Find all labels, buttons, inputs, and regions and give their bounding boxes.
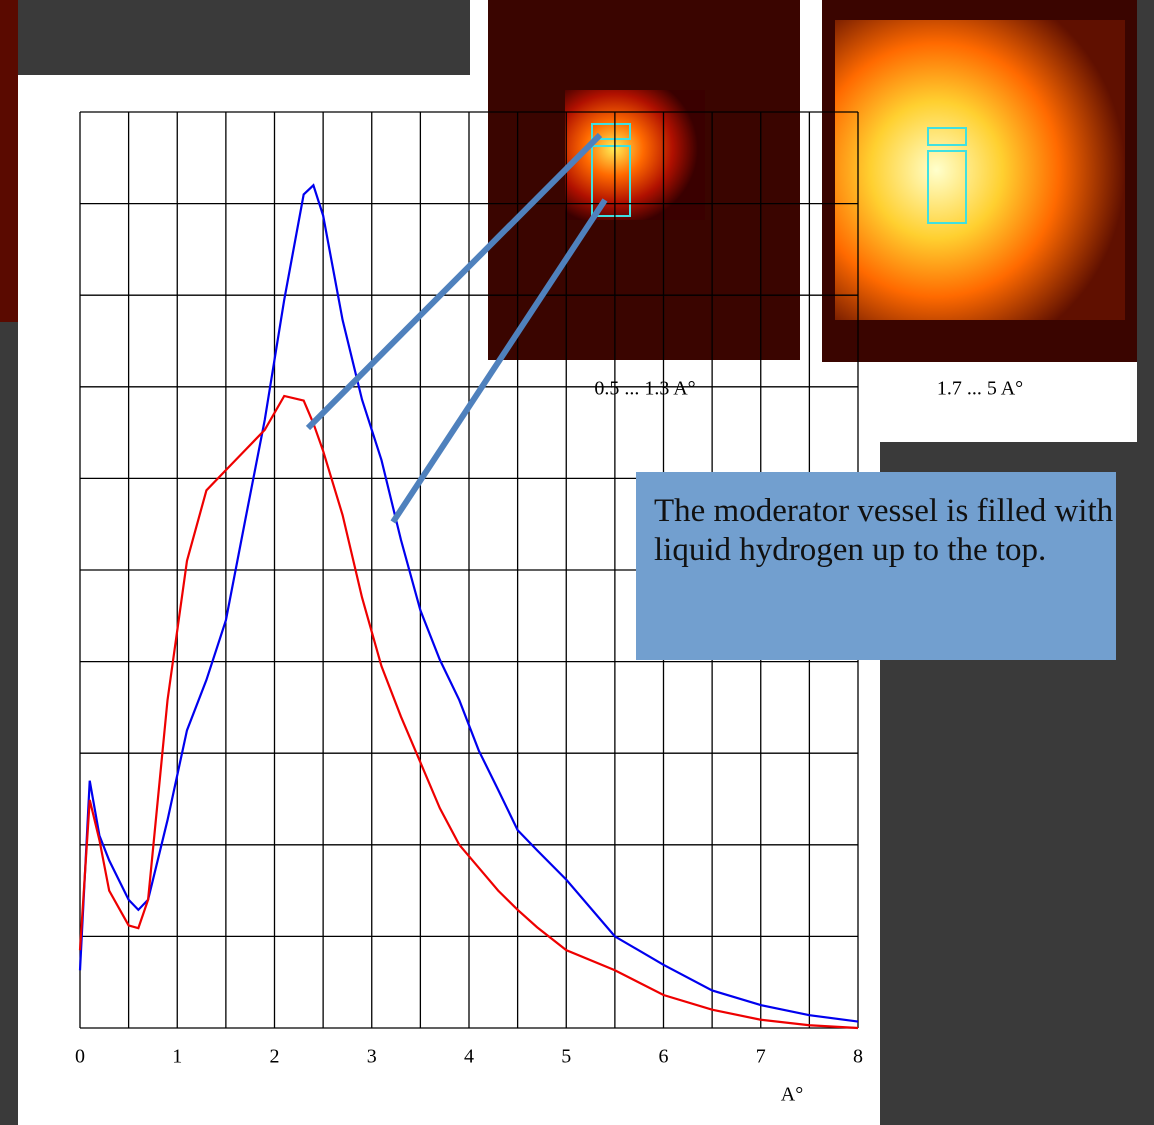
x-axis-label: A°: [781, 1084, 803, 1106]
x-tick-label: 3: [367, 1046, 377, 1068]
x-tick-label: 6: [659, 1046, 669, 1068]
x-tick-label: 5: [561, 1046, 571, 1068]
x-tick-label: 8: [853, 1046, 863, 1068]
image-strip: [0, 0, 18, 322]
image-glow: [835, 20, 1125, 320]
x-tick-label: 7: [756, 1046, 766, 1068]
x-tick-label: 1: [172, 1046, 182, 1068]
roi-box: [927, 127, 967, 146]
arrow: [390, 198, 608, 524]
image-caption: 1.7 ... 5 A°: [937, 378, 1023, 400]
roi-box: [591, 123, 631, 140]
image-glow: [565, 90, 705, 220]
x-tick-label: 2: [270, 1046, 280, 1068]
arrow: [305, 132, 603, 431]
x-tick-label: 0: [75, 1046, 85, 1068]
image-caption: 0.5 ... 1.3 A°: [594, 378, 695, 400]
roi-box: [927, 150, 967, 224]
roi-box: [591, 145, 631, 217]
callout: The moderator vessel is filled with liqu…: [636, 472, 1116, 660]
line-series: [78, 183, 859, 1023]
line-series: [78, 394, 859, 1030]
x-tick-label: 4: [464, 1046, 474, 1068]
